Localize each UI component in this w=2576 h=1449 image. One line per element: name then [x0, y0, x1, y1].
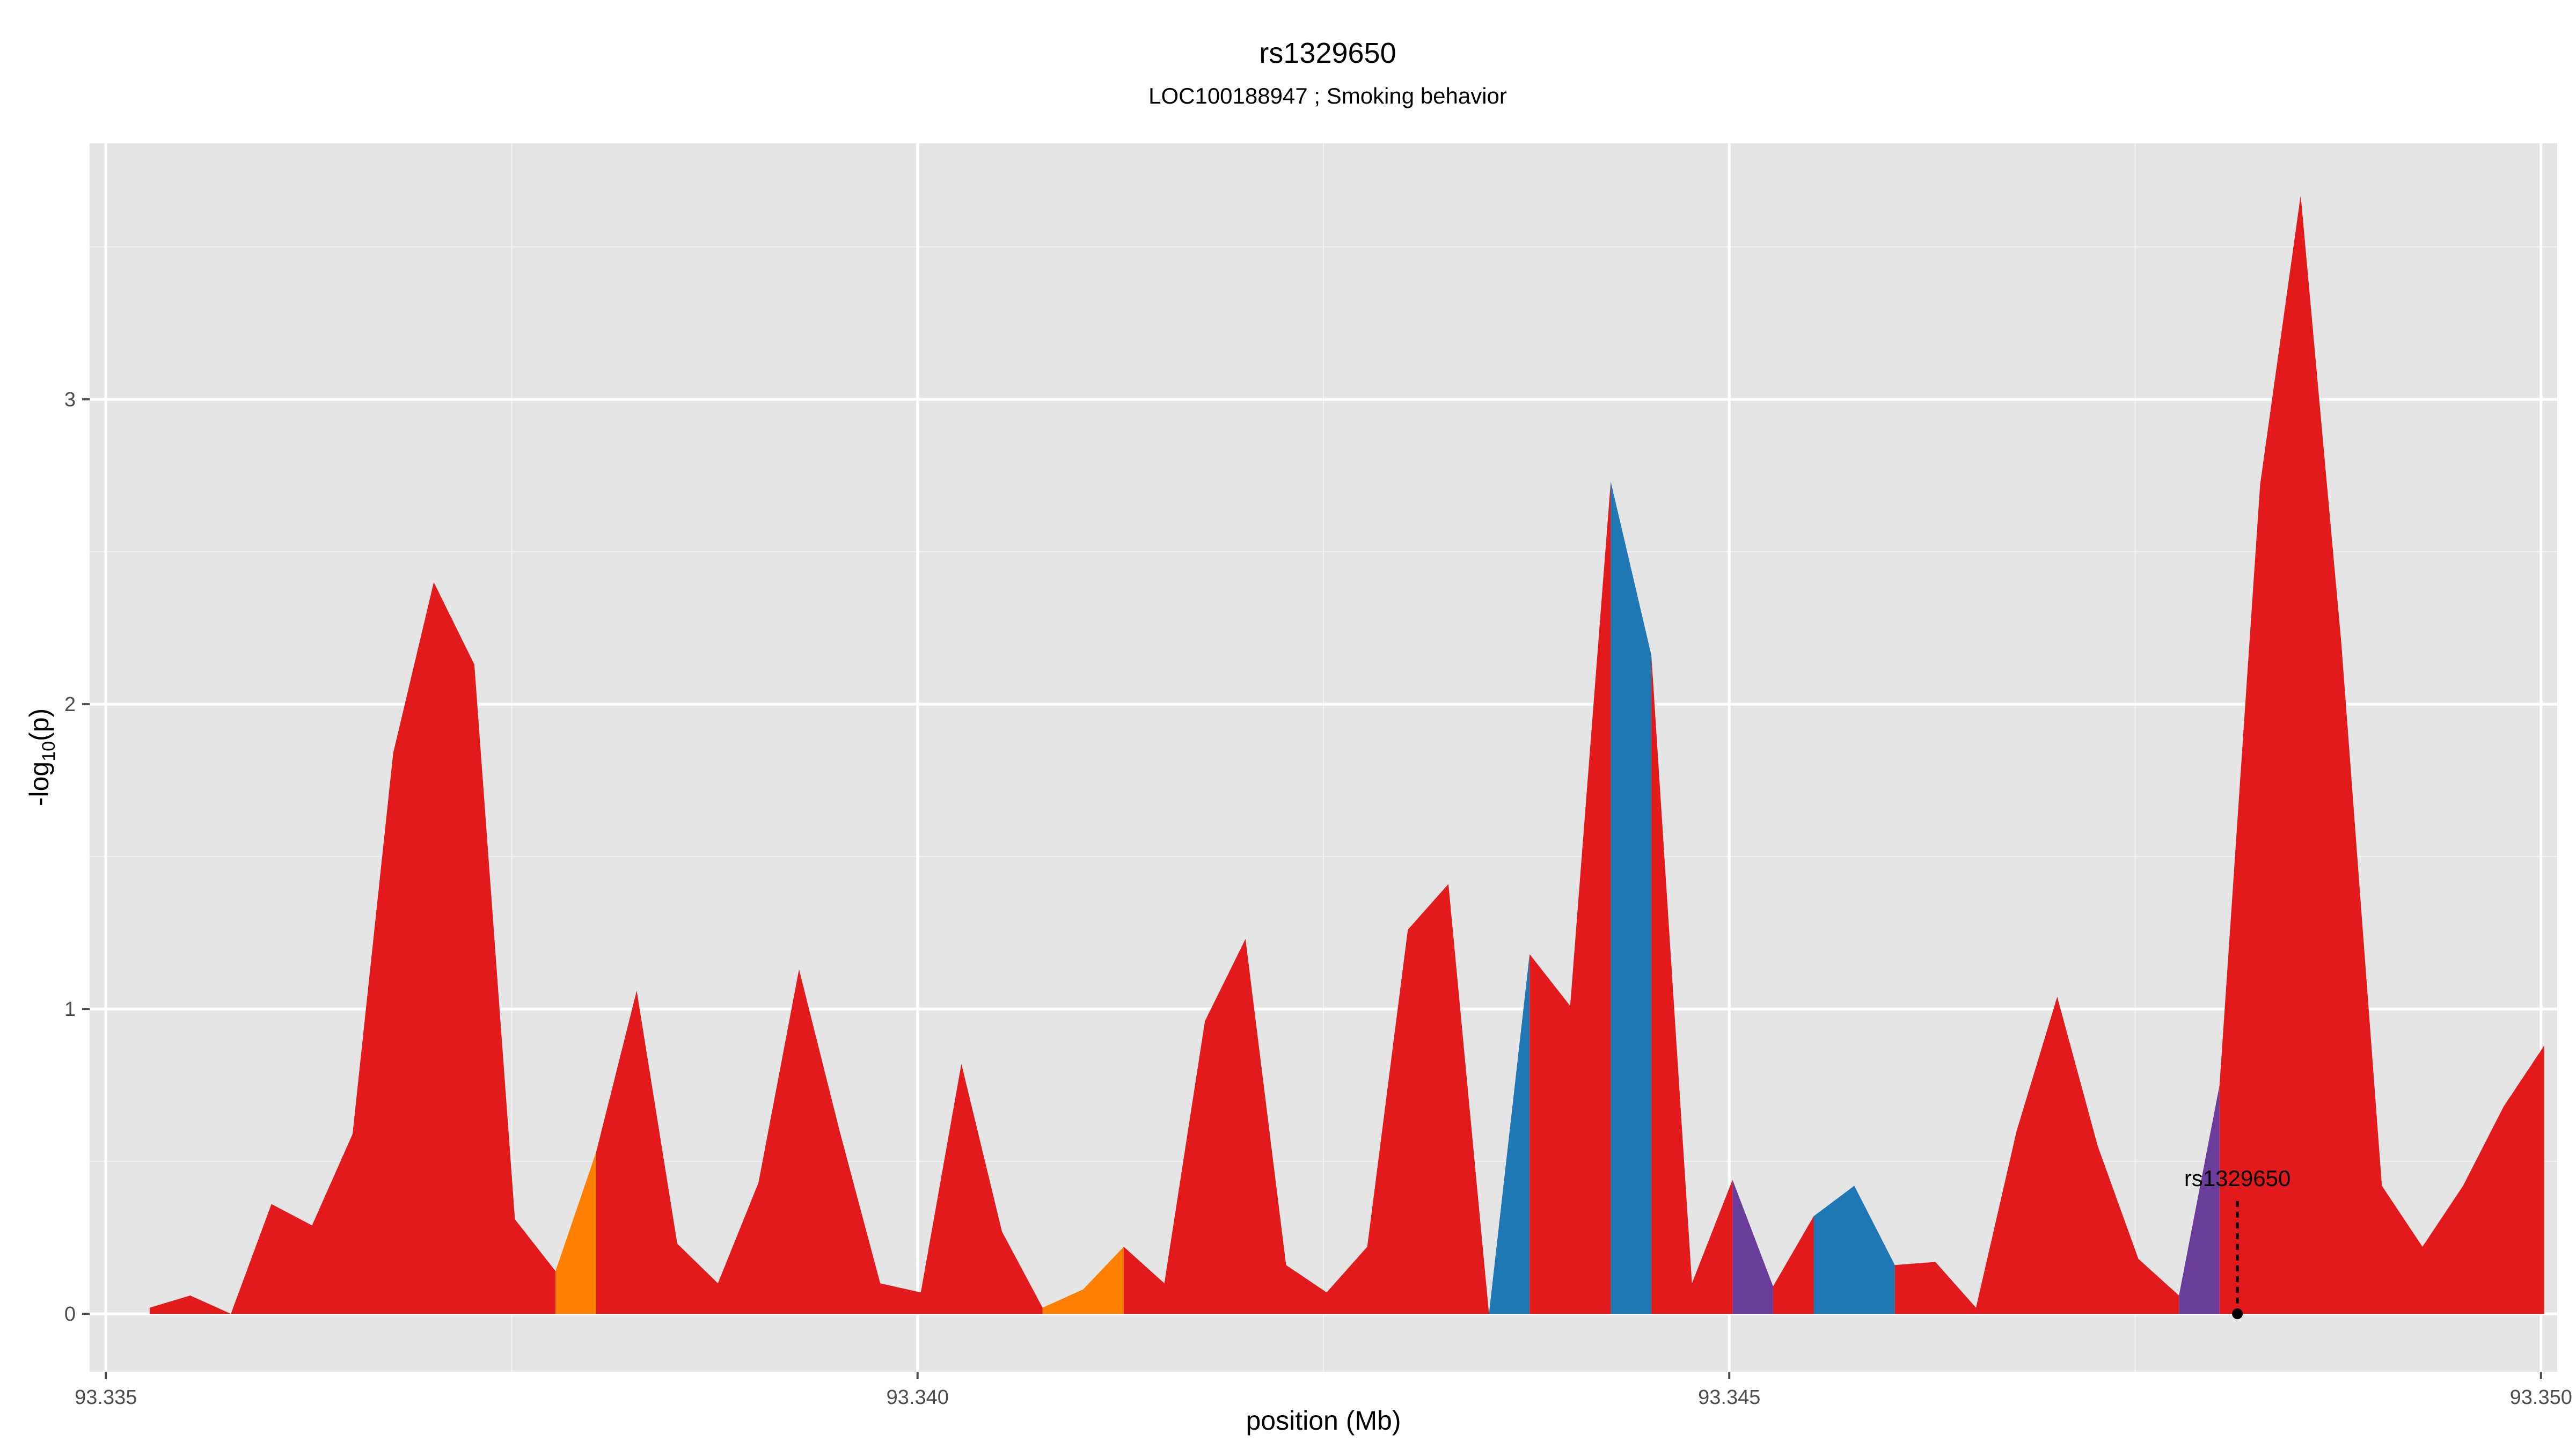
y-tick-label: 1: [64, 998, 76, 1021]
area-segment-blue: [1611, 481, 1652, 1314]
chart-subtitle: LOC100188947 ; Smoking behavior: [1148, 83, 1507, 108]
area-segment-red: [1529, 481, 1611, 1314]
snp-label: rs1329650: [2184, 1166, 2291, 1191]
area-segment-orange: [1042, 1247, 1124, 1314]
y-axis-title-subscript: 10: [39, 741, 59, 762]
association-areas: [149, 195, 2544, 1314]
area-segment-orange: [555, 1152, 596, 1314]
x-tick-label: 93.340: [887, 1386, 949, 1409]
y-axis-ticks: 0 1 2 3: [64, 389, 90, 1326]
area-segment-red: [1123, 884, 1489, 1314]
area-segment-red: [231, 582, 556, 1314]
x-axis-ticks: 93.335 93.340 93.345 93.350: [75, 1372, 2572, 1409]
area-segment-red: [1651, 655, 1733, 1314]
x-tick-label: 93.345: [1698, 1386, 1760, 1409]
snp-annotation: rs1329650: [2184, 1166, 2291, 1320]
y-axis-title: -log10(p): [24, 708, 59, 806]
area-segment-blue: [1489, 954, 1530, 1314]
area-segment-red: [1773, 1216, 1814, 1314]
area-segment-purple: [2179, 1085, 2220, 1314]
x-tick-label: 93.350: [2510, 1386, 2572, 1409]
area-segment-red: [1894, 997, 2179, 1314]
y-tick-label: 3: [64, 389, 76, 411]
x-tick-label: 93.335: [75, 1386, 137, 1409]
chart-title: rs1329650: [1259, 37, 1396, 69]
snp-marker-point: [2232, 1308, 2243, 1320]
area-segment-red: [2219, 195, 2544, 1314]
area-segment-blue: [1813, 1185, 1895, 1314]
y-tick-label: 2: [64, 693, 76, 716]
area-segment-red: [596, 969, 1043, 1314]
area-segment-red: [149, 1296, 231, 1314]
area-segment-purple: [1732, 1180, 1773, 1314]
y-tick-label: 0: [64, 1303, 76, 1326]
x-axis-title: position (Mb): [1246, 1406, 1401, 1436]
